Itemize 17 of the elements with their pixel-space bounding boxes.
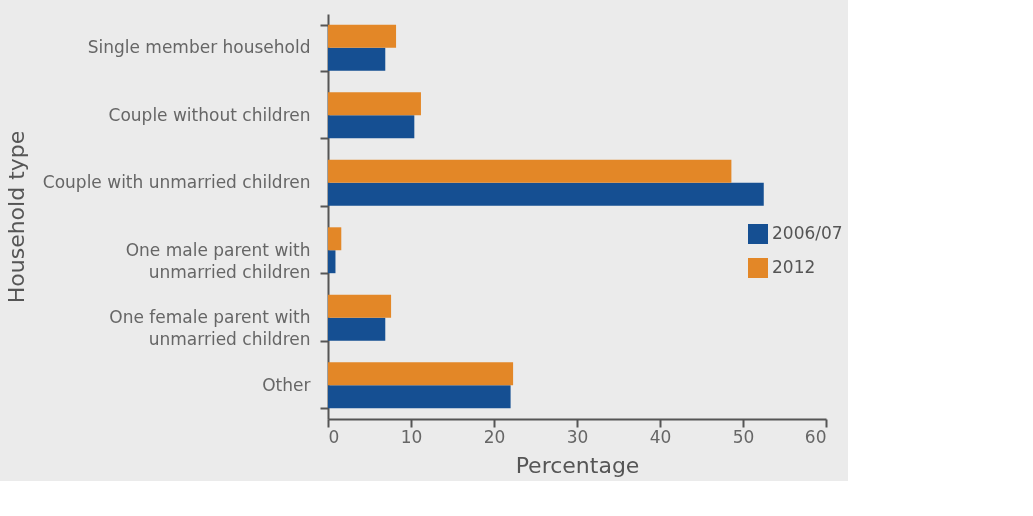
legend-label: 2012 (772, 257, 816, 277)
x-tick-label: 20 (483, 426, 506, 447)
y-axis-title: Household type (3, 130, 29, 304)
x-tick-label: 0 (328, 426, 340, 447)
x-tick-label: 30 (566, 426, 589, 447)
legend-label: 2006/07 (772, 223, 843, 243)
y-tick-label: Couple with unmarried children (42, 172, 311, 193)
x-tick-label: 50 (732, 426, 755, 447)
y-tick-label: One male parent with unmarried children (125, 239, 311, 282)
y-tick-label: Single member household (87, 37, 311, 58)
y-tick-label: Couple without children (108, 104, 311, 125)
y-tick-label: Other (262, 374, 311, 395)
x-tick-label: 40 (649, 426, 672, 447)
y-tick-label: One female parent with unmarried children (109, 307, 311, 350)
x-tick-label: 60 (804, 426, 827, 447)
x-tick-label: 10 (400, 426, 423, 447)
x-axis-title: Percentage (515, 452, 640, 478)
